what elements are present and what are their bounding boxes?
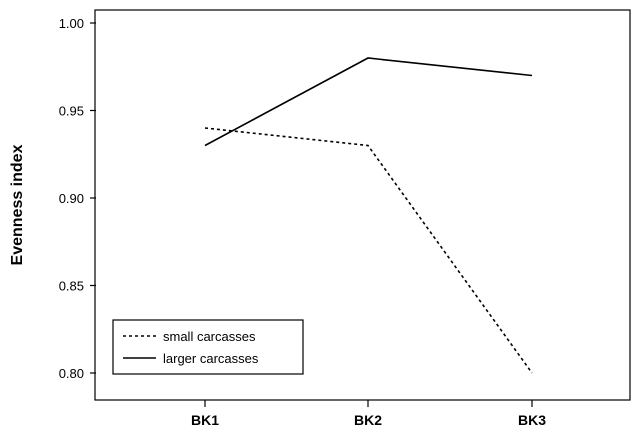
y-axis-title: Evenness index: [9, 144, 26, 265]
y-tick-label: 0.95: [59, 104, 84, 119]
legend: small carcasses larger carcasses: [112, 319, 304, 375]
x-tick-label: BK1: [191, 412, 219, 428]
series-layer: [204, 57, 533, 374]
y-tick-label: 0.90: [59, 191, 84, 206]
plot-frame: [94, 9, 631, 401]
legend-box: [112, 319, 304, 375]
legend-label: small carcasses: [163, 329, 256, 344]
x-axis: BK1 BK2 BK3: [191, 400, 546, 428]
y-axis: 0.80 0.85 0.90 0.95 1.00: [59, 16, 96, 381]
legend-label: larger carcasses: [163, 351, 259, 366]
x-tick-label: BK3: [518, 412, 546, 428]
y-tick-label: 1.00: [59, 16, 84, 31]
series-line-larger-carcasses: [204, 57, 533, 147]
x-tick-label: BK2: [354, 412, 382, 428]
plot-border: [94, 9, 631, 401]
y-tick-label: 0.80: [59, 366, 84, 381]
y-tick-label: 0.85: [59, 279, 84, 294]
series-line-small-carcasses: [204, 127, 533, 374]
